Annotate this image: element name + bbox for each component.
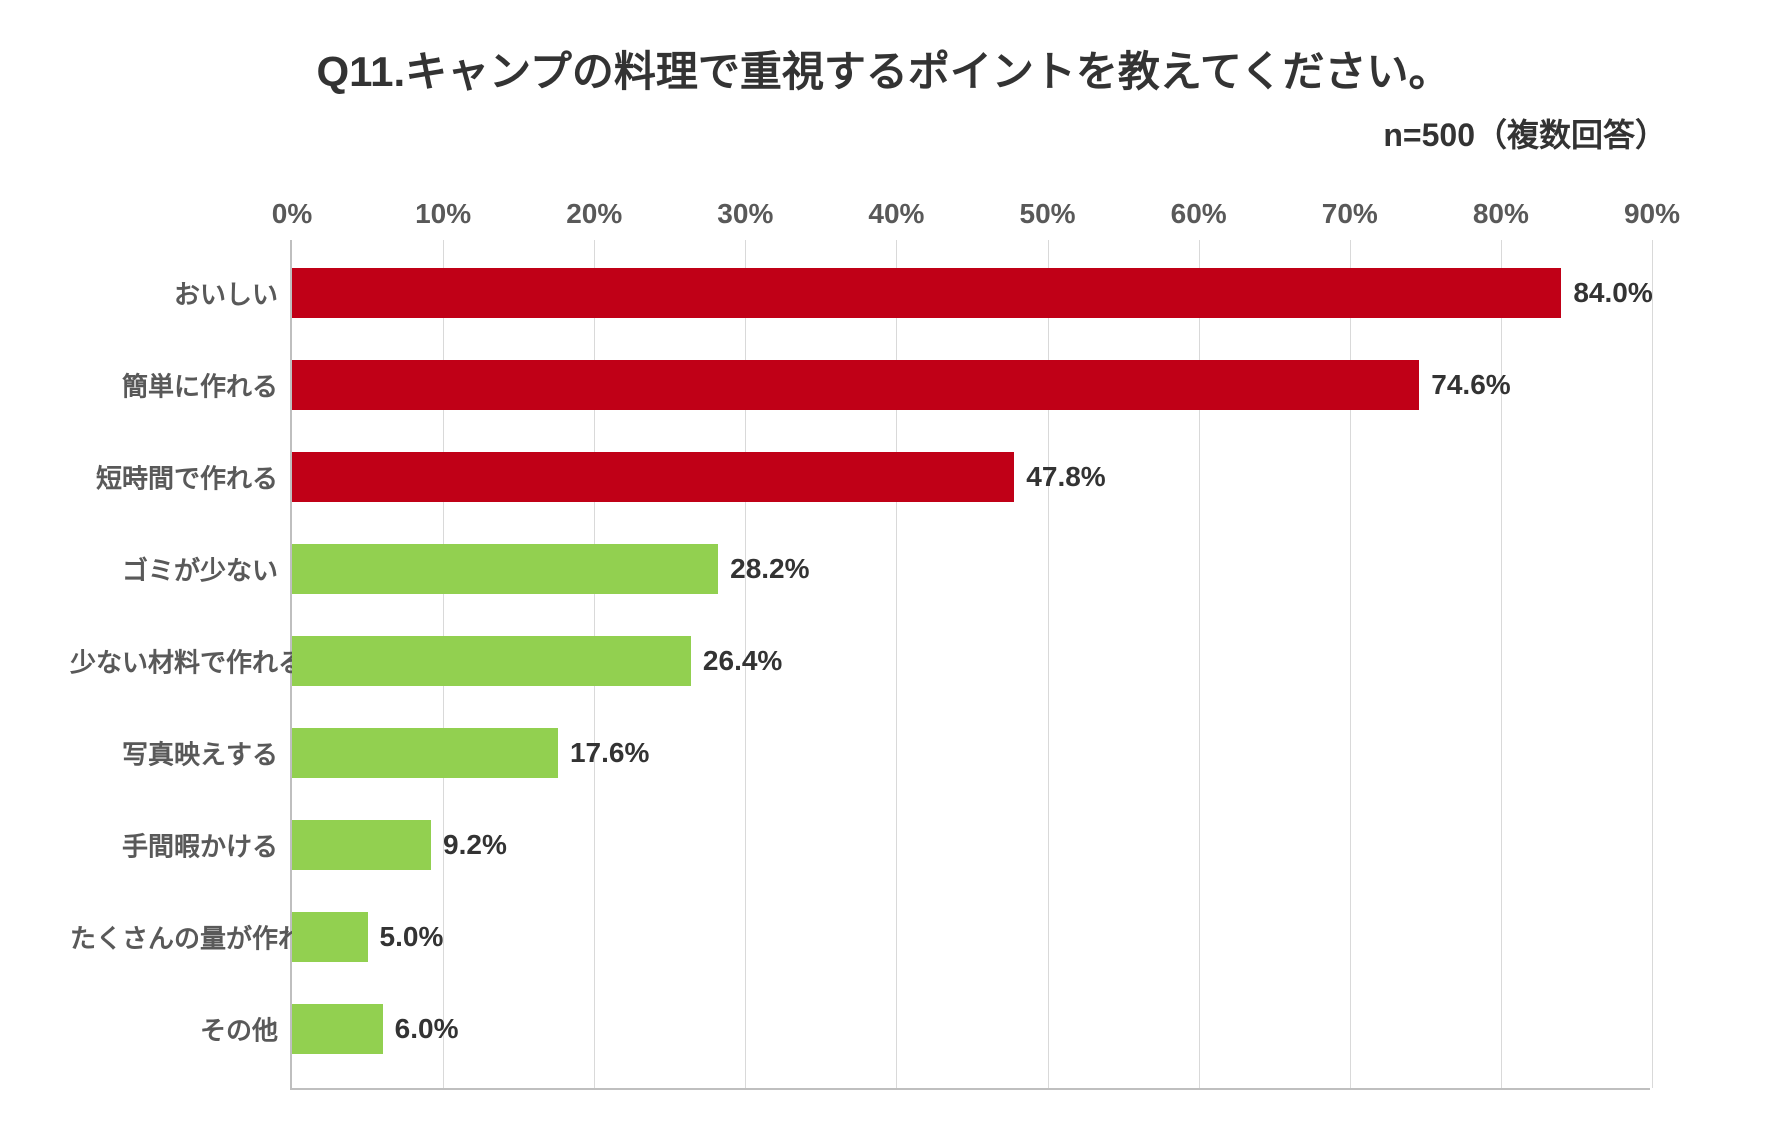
bar [292,360,1419,410]
x-tick-label: 20% [566,198,622,230]
x-tick-label: 80% [1473,198,1529,230]
chart-area: 0% 10% 20% 30% 40% 50% 60% 70% 80% 90% おいしい 84.0% 簡… [70,180,1690,1100]
category-label: たくさんの量が作れる [70,919,278,956]
value-label: 84.0% [1573,277,1652,309]
x-tick-label: 0% [272,198,312,230]
bar-row: 手間暇かける 9.2% [70,820,1690,870]
bar [292,820,431,870]
value-label: 26.4% [703,645,782,677]
value-label: 6.0% [395,1013,459,1045]
category-label: 簡単に作れる [70,367,278,404]
bar-row: その他 6.0% [70,1004,1690,1054]
chart-subtitle: n=500（複数回答） [1383,110,1667,156]
category-label: 写真映えする [70,735,278,772]
bar-row: たくさんの量が作れる 5.0% [70,912,1690,962]
x-tick-label: 50% [1020,198,1076,230]
x-tick-label: 40% [868,198,924,230]
category-label: ゴミが少ない [70,551,278,588]
bar [292,728,558,778]
x-tick-label: 90% [1624,198,1680,230]
value-label: 9.2% [443,829,507,861]
bar [292,636,691,686]
value-label: 74.6% [1431,369,1510,401]
category-label: おいしい [70,275,278,312]
x-tick-label: 30% [717,198,773,230]
bar [292,912,368,962]
category-label: 少ない材料で作れる [70,643,278,680]
bar [292,544,718,594]
bar-row: おいしい 84.0% [70,268,1690,318]
value-label: 17.6% [570,737,649,769]
bar-row: 写真映えする 17.6% [70,728,1690,778]
bar-row: 短時間で作れる 47.8% [70,452,1690,502]
category-label: 短時間で作れる [70,459,278,496]
chart-title: Q11.キャンプの料理で重視するポイントを教えてください。 [0,38,1767,99]
x-tick-label: 60% [1171,198,1227,230]
bar-row: 簡単に作れる 74.6% [70,360,1690,410]
value-label: 5.0% [380,921,444,953]
bar-row: 少ない材料で作れる 26.4% [70,636,1690,686]
x-tick-label: 70% [1322,198,1378,230]
bar-row: ゴミが少ない 28.2% [70,544,1690,594]
bar [292,452,1014,502]
value-label: 28.2% [730,553,809,585]
bar [292,268,1561,318]
value-label: 47.8% [1026,461,1105,493]
category-label: その他 [70,1011,278,1048]
bar [292,1004,383,1054]
category-label: 手間暇かける [70,827,278,864]
x-tick-label: 10% [415,198,471,230]
